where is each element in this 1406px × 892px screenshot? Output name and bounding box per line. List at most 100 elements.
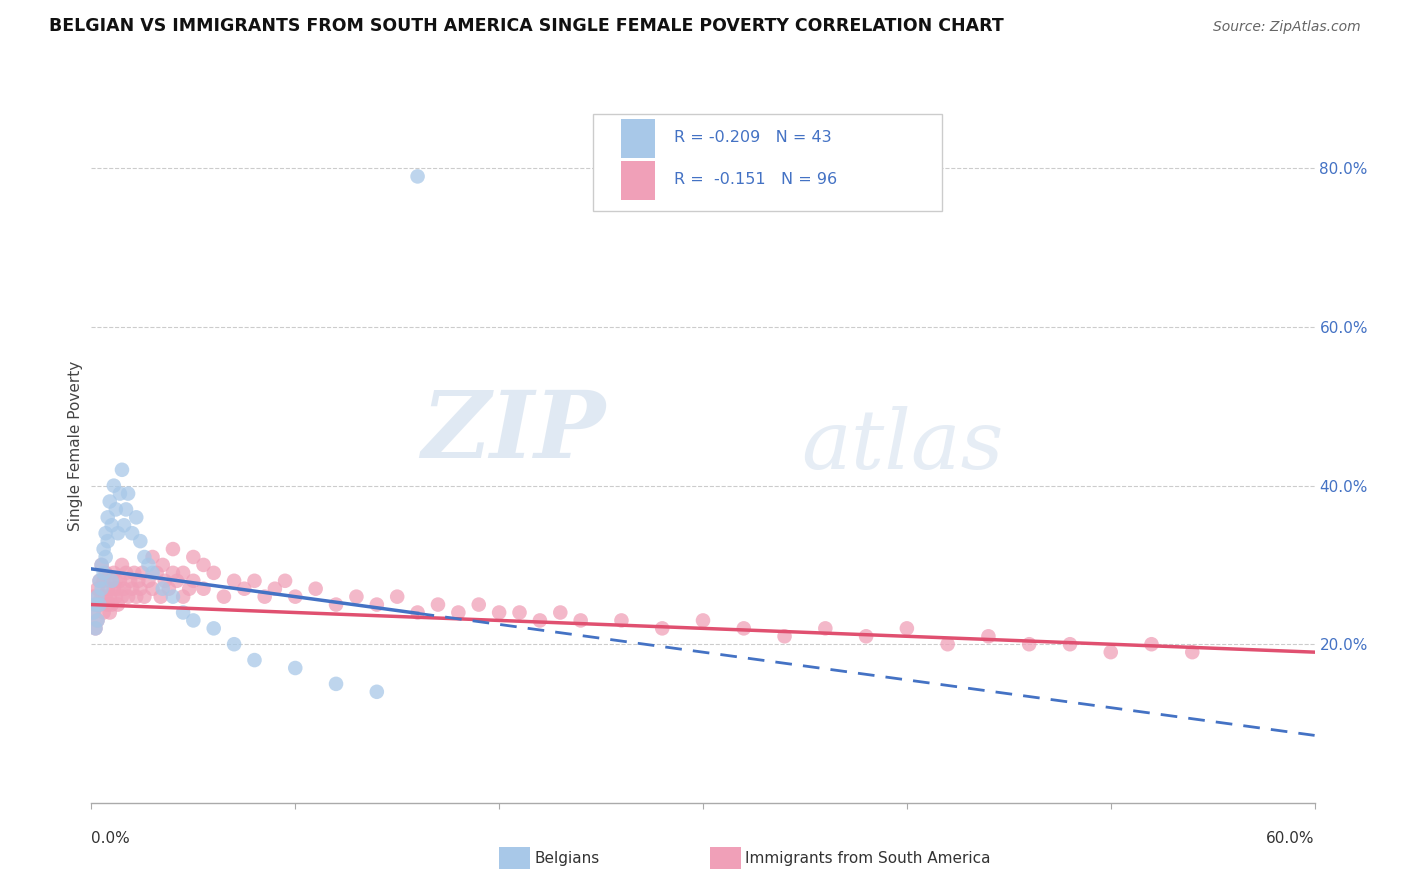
Point (149, 590, 172, 604)
Point (193, 558, 215, 572)
Point (97, 534, 120, 549)
Point (1018, 637, 1040, 651)
Point (122, 566, 145, 580)
Point (162, 542, 184, 557)
Point (107, 526, 129, 541)
Point (131, 566, 153, 580)
Point (936, 637, 959, 651)
Text: ZIP: ZIP (420, 387, 605, 476)
Point (610, 614, 633, 628)
Point (104, 574, 127, 588)
Text: Source: ZipAtlas.com: Source: ZipAtlas.com (1213, 21, 1361, 34)
FancyBboxPatch shape (593, 114, 942, 211)
Point (172, 590, 194, 604)
Point (366, 598, 388, 612)
Point (172, 566, 194, 580)
Point (89, 598, 111, 612)
Point (550, 606, 572, 620)
Point (94, 590, 117, 604)
Point (172, 606, 194, 620)
Point (138, 574, 160, 588)
Point (896, 621, 918, 635)
Point (93, 566, 115, 580)
Point (129, 582, 152, 596)
Point (447, 606, 470, 620)
Point (98, 494, 121, 508)
Point (145, 566, 167, 580)
Point (101, 574, 124, 588)
Point (162, 590, 184, 604)
Point (134, 590, 156, 604)
Point (366, 685, 388, 699)
Point (111, 558, 134, 572)
Point (467, 598, 491, 612)
Point (138, 558, 160, 572)
Point (141, 582, 163, 596)
Point (84, 598, 107, 612)
Point (243, 574, 266, 588)
Point (90, 558, 112, 572)
Point (222, 574, 246, 588)
Point (1099, 645, 1122, 659)
Point (97, 598, 120, 612)
Point (94, 526, 117, 541)
Point (86, 614, 108, 628)
Point (253, 590, 276, 604)
Point (733, 621, 755, 635)
Point (134, 549, 156, 564)
Point (112, 582, 135, 596)
Point (111, 463, 134, 477)
Point (183, 614, 205, 628)
Point (90, 590, 112, 604)
Point (94, 549, 117, 564)
Point (127, 574, 149, 588)
Point (183, 574, 205, 588)
Point (773, 629, 796, 643)
Text: R = -0.209   N = 43: R = -0.209 N = 43 (673, 130, 831, 145)
Point (152, 558, 174, 572)
Point (84, 598, 107, 612)
Point (304, 582, 326, 596)
Point (385, 590, 409, 604)
Point (98, 606, 121, 620)
Point (104, 590, 127, 604)
Point (97, 510, 120, 524)
Point (101, 518, 124, 533)
Point (84, 621, 107, 635)
Point (162, 566, 184, 580)
Point (284, 661, 307, 675)
Point (121, 526, 143, 541)
Point (90, 558, 112, 572)
Point (82, 590, 104, 604)
Point (202, 621, 225, 635)
Point (112, 518, 135, 533)
Point (93, 542, 115, 557)
Point (120, 574, 142, 588)
Bar (621, 161, 655, 200)
Point (107, 598, 129, 612)
Point (93, 606, 115, 620)
Y-axis label: Single Female Poverty: Single Female Poverty (67, 361, 83, 531)
Point (212, 590, 235, 604)
Point (1140, 637, 1163, 651)
Point (488, 606, 510, 620)
Point (141, 566, 163, 580)
Point (117, 590, 139, 604)
Point (93, 574, 115, 588)
Point (406, 606, 429, 620)
Point (346, 590, 368, 604)
Point (692, 614, 714, 628)
Point (243, 653, 266, 667)
Point (157, 582, 180, 596)
Point (90, 582, 112, 596)
Text: 60.0%: 60.0% (1267, 831, 1315, 846)
Point (121, 582, 143, 596)
Point (84, 621, 107, 635)
Point (125, 590, 148, 604)
Point (115, 502, 138, 516)
Point (115, 566, 138, 580)
Point (103, 582, 125, 596)
Point (94, 566, 117, 580)
Point (406, 169, 429, 184)
Point (183, 549, 205, 564)
